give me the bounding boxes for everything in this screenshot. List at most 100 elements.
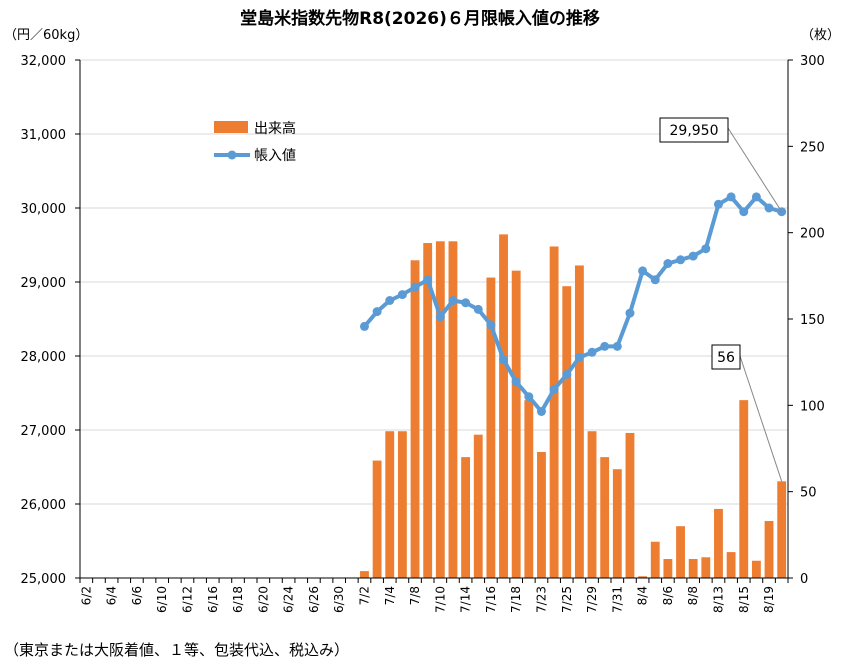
x-tick-label: 8/4 [636, 586, 650, 605]
legend-bar-label: 出来高 [254, 120, 296, 137]
callout-volume-value: 56 [717, 350, 735, 366]
settlement-point [461, 298, 471, 308]
left-axis-unit: （円／60kg） [4, 28, 88, 43]
settlement-point [423, 275, 433, 285]
volume-bar [410, 260, 420, 578]
x-tick-label: 6/16 [206, 586, 220, 613]
volume-bar [726, 552, 736, 578]
settlement-point [663, 259, 673, 268]
gridlines [80, 59, 788, 505]
volume-bar [714, 508, 723, 578]
legend: 出来高 帳入値 [214, 120, 296, 164]
settlement-point [435, 312, 445, 322]
right-tick-label: 250 [800, 140, 825, 155]
chart-title: 堂島米指数先物R8(2026)６月限帳入値の推移 [240, 8, 600, 29]
x-tick-label: 6/4 [105, 586, 119, 605]
settlement-point [410, 282, 420, 292]
volume-bar [638, 576, 648, 578]
volume-bar [423, 243, 433, 578]
left-tick-label: 29,000 [21, 276, 67, 291]
left-tick-label: 27,000 [21, 424, 67, 439]
x-tick-label: 8/15 [737, 586, 751, 613]
x-tick-label: 7/14 [459, 586, 473, 613]
x-tick-label: 6/10 [155, 586, 169, 613]
settlement-point [751, 192, 761, 202]
x-tick-label: 7/8 [408, 586, 422, 605]
volume-bar [499, 234, 508, 579]
footnote: （東京または大阪着値、１等、包装代込、税込み） [4, 641, 349, 659]
volume-bar [435, 241, 445, 579]
settlement-point [562, 370, 572, 379]
legend-line-marker [227, 150, 237, 160]
settlement-point [600, 341, 610, 351]
x-tick-label: 7/10 [433, 586, 447, 613]
volume-bar [764, 521, 774, 578]
right-tick-label: 0 [800, 572, 808, 587]
legend-bar-swatch [214, 121, 248, 133]
settlement-point [397, 290, 407, 300]
settlement-point [448, 296, 458, 305]
callout-leader-line [727, 127, 783, 212]
volume-bar [562, 286, 572, 578]
x-tick-label: 7/2 [357, 586, 371, 605]
x-tick-label: 7/29 [585, 586, 599, 613]
x-tick-label: 6/20 [256, 586, 270, 613]
callout-box [711, 344, 741, 370]
left-tick-label: 25,000 [21, 572, 67, 587]
volume-bar [397, 431, 407, 578]
volume-bar [511, 270, 521, 578]
x-tick-label: 7/25 [560, 586, 574, 613]
callouts: 29,950 56 [659, 117, 783, 482]
volume-bar [701, 557, 711, 578]
volume-bar [625, 432, 635, 578]
volume-bar [739, 400, 749, 578]
x-tick-label: 6/26 [307, 586, 321, 613]
x-tick-label: 7/23 [534, 586, 548, 613]
x-tick-label: 8/13 [711, 586, 725, 613]
settlement-point [713, 199, 723, 209]
x-tick-label: 7/18 [509, 586, 523, 613]
settlement-line [359, 192, 787, 416]
volume-bar [663, 559, 673, 578]
volume-bar [385, 431, 395, 578]
volume-bar [473, 434, 483, 578]
settlement-point [638, 266, 648, 276]
volume-bar [650, 541, 660, 578]
settlement-point [511, 377, 521, 387]
x-tick-label: 8/19 [762, 586, 776, 613]
legend-line-label: 帳入値 [254, 148, 296, 164]
settlement-point [372, 307, 382, 317]
settlement-point [359, 321, 369, 331]
settlement-point [688, 251, 698, 261]
volume-bar [461, 457, 471, 578]
volume-bar [600, 457, 610, 578]
settlement-point [739, 207, 749, 217]
volume-bar [448, 241, 458, 579]
x-tick-label: 6/2 [79, 586, 93, 605]
x-tick-label: 6/6 [130, 586, 144, 605]
right-tick-label: 150 [800, 313, 825, 328]
callout-leader-line [739, 355, 783, 482]
settlement-point [625, 308, 635, 318]
settlement-point [536, 407, 546, 416]
x-tick-label: 6/24 [282, 586, 296, 613]
settlement-point [524, 392, 534, 402]
settlement-point [701, 244, 711, 254]
settlement-line-path [362, 194, 783, 414]
left-tick-label: 32,000 [21, 54, 67, 69]
volume-bar [537, 451, 546, 578]
volume-bar [372, 460, 382, 578]
x-tick-label: 6/30 [332, 586, 346, 613]
settlement-point [486, 320, 496, 330]
left-tick-label: 31,000 [21, 128, 67, 143]
volume-bar [360, 571, 369, 578]
right-tick-label: 300 [800, 54, 825, 69]
settlement-point [385, 296, 395, 305]
volume-bar [676, 526, 685, 578]
settlement-point [650, 275, 660, 285]
x-tick-label: 6/18 [231, 586, 245, 613]
right-axis-unit: （枚） [801, 28, 840, 43]
right-axis-ticks: 0 50 100 150 200 250 300 [788, 54, 825, 587]
x-tick-label: 7/16 [484, 586, 498, 613]
